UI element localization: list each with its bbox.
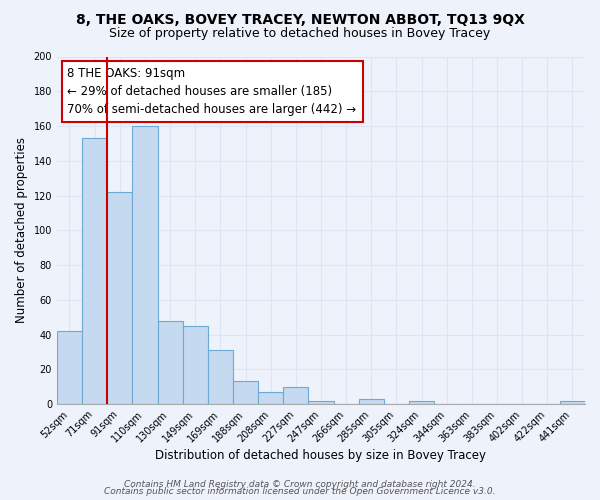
Y-axis label: Number of detached properties: Number of detached properties xyxy=(15,138,28,324)
Text: 8 THE OAKS: 91sqm
← 29% of detached houses are smaller (185)
70% of semi-detache: 8 THE OAKS: 91sqm ← 29% of detached hous… xyxy=(67,67,356,116)
Text: Size of property relative to detached houses in Bovey Tracey: Size of property relative to detached ho… xyxy=(109,28,491,40)
Bar xyxy=(182,326,208,404)
Bar xyxy=(560,400,585,404)
Bar xyxy=(82,138,107,404)
Bar xyxy=(308,400,334,404)
Bar xyxy=(233,382,258,404)
Text: Contains public sector information licensed under the Open Government Licence v3: Contains public sector information licen… xyxy=(104,487,496,496)
Text: 8, THE OAKS, BOVEY TRACEY, NEWTON ABBOT, TQ13 9QX: 8, THE OAKS, BOVEY TRACEY, NEWTON ABBOT,… xyxy=(76,12,524,26)
X-axis label: Distribution of detached houses by size in Bovey Tracey: Distribution of detached houses by size … xyxy=(155,450,487,462)
Bar xyxy=(409,400,434,404)
Bar xyxy=(107,192,133,404)
Bar xyxy=(57,331,82,404)
Bar xyxy=(283,386,308,404)
Bar xyxy=(158,320,182,404)
Bar xyxy=(359,399,384,404)
Bar xyxy=(258,392,283,404)
Bar xyxy=(133,126,158,404)
Text: Contains HM Land Registry data © Crown copyright and database right 2024.: Contains HM Land Registry data © Crown c… xyxy=(124,480,476,489)
Bar xyxy=(208,350,233,404)
